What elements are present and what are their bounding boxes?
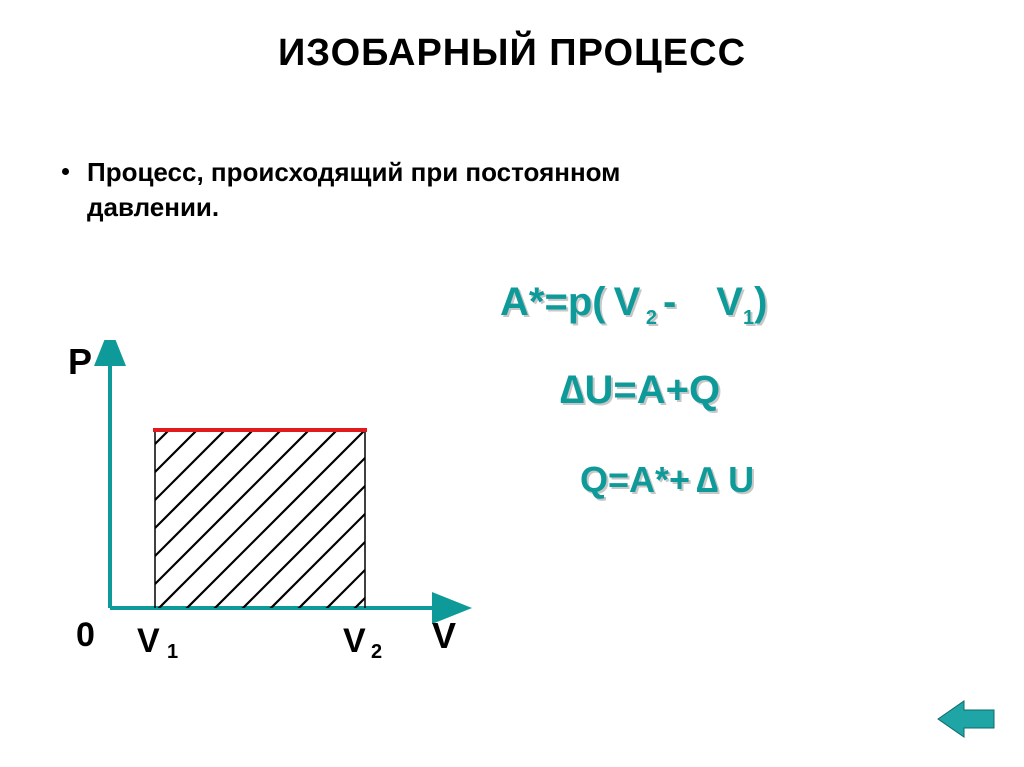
bullet-dot (62, 168, 69, 175)
svg-text:1: 1 (167, 641, 178, 663)
svg-text:V: V (343, 622, 366, 660)
bullet-text: Процесс, происходящий при постоянном дав… (87, 155, 737, 225)
nav-back-button[interactable] (936, 697, 996, 741)
pv-chart: PV0V1V2 (60, 340, 480, 700)
chart-svg: PV0V1V2 (60, 340, 480, 680)
svg-text:2: 2 (371, 641, 382, 663)
slide-title: ИЗОБАРНЫЙ ПРОЦЕСС (0, 0, 1024, 75)
formulas-block: А*=р(V 2-V1) ∆U=A+Q Q=A*+∆ U (500, 280, 1000, 501)
bullet-block: Процесс, происходящий при постоянном дав… (62, 155, 1024, 225)
back-arrow-icon (936, 697, 996, 741)
svg-text:V: V (432, 615, 456, 656)
svg-text:P: P (68, 341, 92, 382)
svg-text:0: 0 (76, 616, 95, 654)
formula-work: А*=р(V 2-V1) (500, 280, 1000, 330)
formula-Q: Q=A*+∆ U (580, 459, 1000, 501)
formula-dU: ∆U=A+Q (560, 368, 1000, 413)
svg-text:V: V (137, 622, 160, 660)
